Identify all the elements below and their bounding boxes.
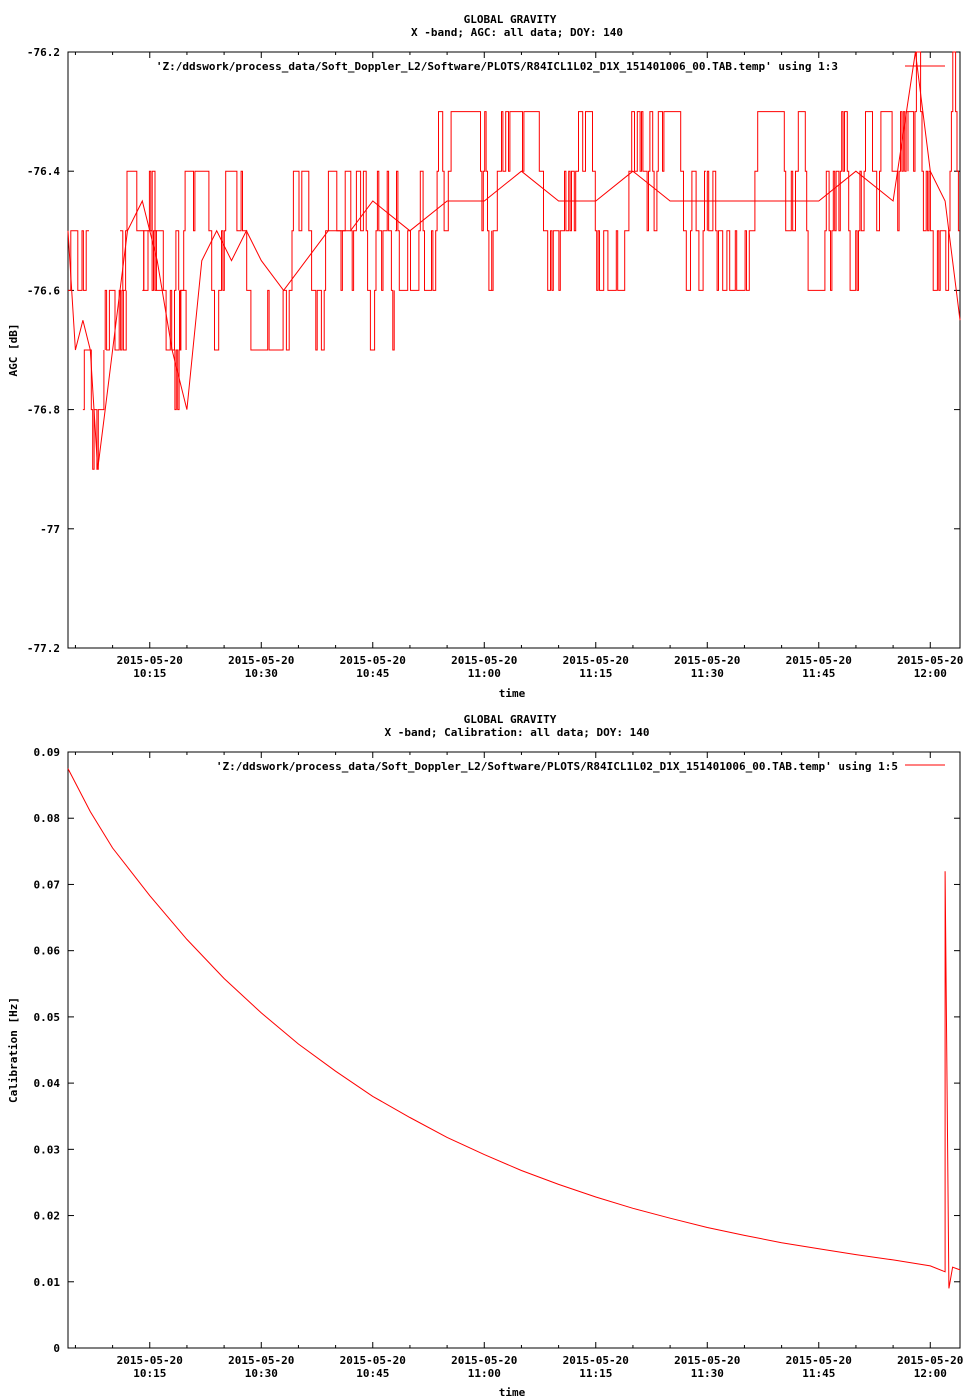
y-tick-label: 0.02 — [34, 1210, 61, 1223]
x-tick-label: 2015-05-20 — [451, 1354, 517, 1367]
y-tick-label: 0.07 — [34, 878, 61, 891]
y-tick-label: 0 — [53, 1342, 60, 1355]
y-tick-label: 0.05 — [34, 1011, 61, 1024]
y-axis-label: Calibration [Hz] — [7, 997, 20, 1103]
x-tick-label: 12:00 — [914, 1367, 947, 1380]
y-tick-label: 0.09 — [34, 746, 61, 759]
x-tick-label: 2015-05-20 — [117, 1354, 183, 1367]
y-tick-label: 0.06 — [34, 945, 61, 958]
series-line — [67, 768, 961, 1289]
plot-frame — [67, 751, 961, 1349]
y-tick-label: -77.2 — [27, 642, 60, 655]
x-tick-label: 2015-05-20 — [786, 1354, 852, 1367]
y-tick-label: 0.03 — [34, 1143, 61, 1156]
y-tick-label: -76.2 — [27, 46, 60, 59]
x-tick-label: 2015-05-20 — [451, 654, 517, 667]
x-tick-label: 2015-05-20 — [674, 1354, 740, 1367]
series-band — [68, 230, 89, 291]
x-tick-label: 11:30 — [691, 1367, 724, 1380]
chart-subtitle: X -band; Calibration: all data; DOY: 140 — [385, 726, 650, 739]
chart-title: GLOBAL GRAVITY — [464, 13, 557, 26]
series-band — [82, 349, 105, 470]
x-tick-label: 10:15 — [133, 1367, 166, 1380]
y-tick-label: -76.4 — [27, 165, 60, 178]
y-tick-label: 0.08 — [34, 812, 61, 825]
y-tick-label: -76.6 — [27, 284, 60, 297]
x-tick-label: 10:45 — [356, 667, 389, 680]
x-tick-label: 11:15 — [579, 1367, 612, 1380]
x-tick-label: 2015-05-20 — [897, 1354, 963, 1367]
series-line — [67, 51, 961, 470]
series-band — [395, 111, 492, 291]
x-tick-label: 2015-05-20 — [228, 654, 294, 667]
series-band — [283, 170, 395, 351]
series-band — [179, 170, 284, 351]
x-tick-label: 2015-05-20 — [117, 654, 183, 667]
legend-label: 'Z:/ddswork/process_data/Soft_Doppler_L2… — [156, 60, 838, 73]
x-axis-label: time — [499, 687, 526, 700]
x-tick-label: 10:15 — [133, 667, 166, 680]
series-band — [491, 111, 706, 291]
x-tick-label: 2015-05-20 — [340, 654, 406, 667]
series-band — [907, 51, 960, 291]
x-tick-label: 2015-05-20 — [674, 654, 740, 667]
x-tick-label: 2015-05-20 — [563, 1354, 629, 1367]
series-group — [67, 768, 961, 1289]
x-tick-label: 11:00 — [468, 1367, 501, 1380]
x-tick-label: 10:30 — [245, 1367, 278, 1380]
x-tick-label: 11:30 — [691, 667, 724, 680]
x-tick-label: 10:45 — [356, 1367, 389, 1380]
plot-frame — [67, 51, 961, 649]
series-band — [104, 289, 127, 351]
agc-chart: GLOBAL GRAVITY X -band; AGC: all data; D… — [7, 13, 963, 700]
y-tick-label: 0.04 — [34, 1077, 61, 1090]
chart-title: GLOBAL GRAVITY — [464, 713, 557, 726]
y-tick-label: -77 — [40, 523, 60, 536]
x-tick-label: 2015-05-20 — [228, 1354, 294, 1367]
chart-subtitle: X -band; AGC: all data; DOY: 140 — [411, 26, 623, 39]
x-tick-label: 12:00 — [914, 667, 947, 680]
x-axis-label: time — [499, 1386, 526, 1399]
x-tick-label: 11:45 — [802, 1367, 835, 1380]
y-tick-label: -76.8 — [27, 404, 60, 417]
x-tick-label: 2015-05-20 — [897, 654, 963, 667]
series-group — [67, 51, 961, 470]
legend-label: 'Z:/ddswork/process_data/Soft_Doppler_L2… — [216, 760, 898, 773]
x-tick-label: 2015-05-20 — [340, 1354, 406, 1367]
x-tick-label: 11:15 — [579, 667, 612, 680]
x-tick-label: 2015-05-20 — [563, 654, 629, 667]
y-axis-label: AGC [dB] — [7, 324, 20, 377]
y-tick-label: 0.01 — [34, 1276, 61, 1289]
x-tick-label: 2015-05-20 — [786, 654, 852, 667]
calibration-chart: GLOBAL GRAVITY X -band; Calibration: all… — [7, 713, 963, 1399]
x-tick-label: 11:00 — [468, 667, 501, 680]
x-tick-label: 10:30 — [245, 667, 278, 680]
x-tick-label: 11:45 — [802, 667, 835, 680]
series-band — [706, 111, 908, 291]
